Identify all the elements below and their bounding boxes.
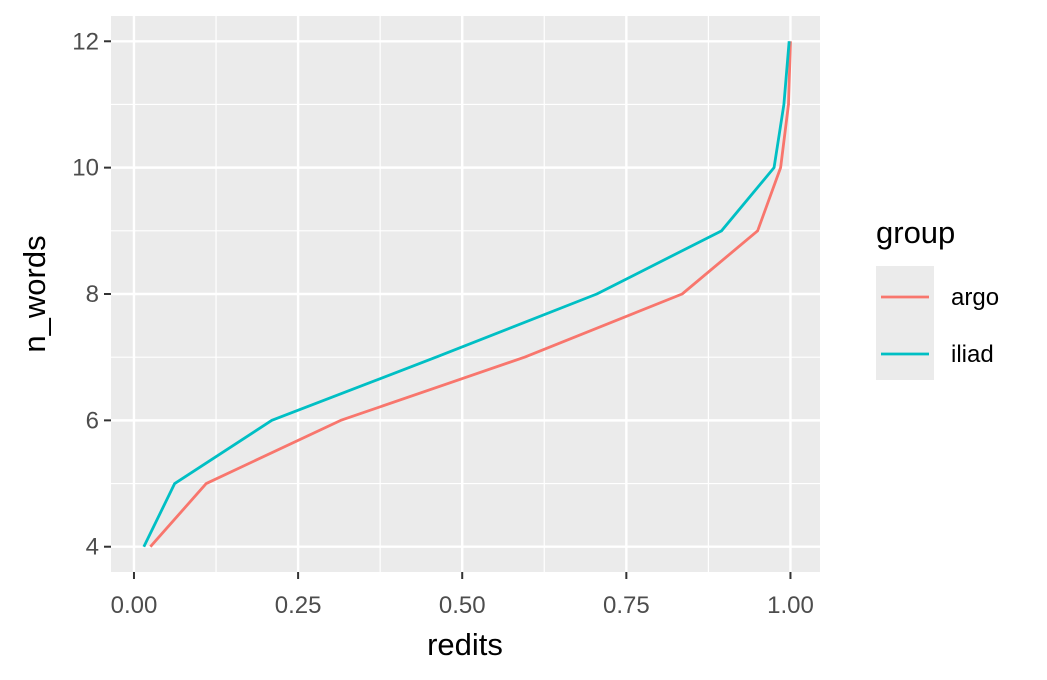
legend: group argo iliad	[876, 215, 999, 380]
x-tick-label: 0.75	[603, 592, 650, 619]
x-tick-label: 1.00	[767, 592, 814, 619]
x-tick-label: 0.25	[275, 592, 322, 619]
y-axis-title: n_words	[17, 235, 52, 352]
y-tick-label: 10	[72, 155, 99, 182]
major-gridlines	[111, 16, 820, 572]
series-lines	[142, 41, 792, 548]
y-tick-label: 4	[86, 534, 99, 561]
y-axis: 4 6 8 10 12	[72, 28, 111, 561]
x-tick-label: 0.50	[439, 592, 486, 619]
legend-items: argo iliad	[881, 284, 999, 368]
x-axis-title: redits	[427, 627, 503, 662]
legend-title: group	[876, 215, 955, 250]
series-line-iliad	[142, 41, 791, 548]
legend-label-argo: argo	[951, 284, 999, 311]
y-tick-label: 12	[72, 28, 99, 55]
x-tick-label: 0.00	[111, 592, 158, 619]
series-line-argo	[149, 41, 792, 548]
legend-key-background	[876, 266, 934, 380]
y-tick-label: 6	[86, 407, 99, 434]
legend-label-iliad: iliad	[951, 341, 994, 368]
x-axis: 0.00 0.25 0.50 0.75 1.00	[111, 572, 814, 619]
y-tick-label: 8	[86, 281, 99, 308]
